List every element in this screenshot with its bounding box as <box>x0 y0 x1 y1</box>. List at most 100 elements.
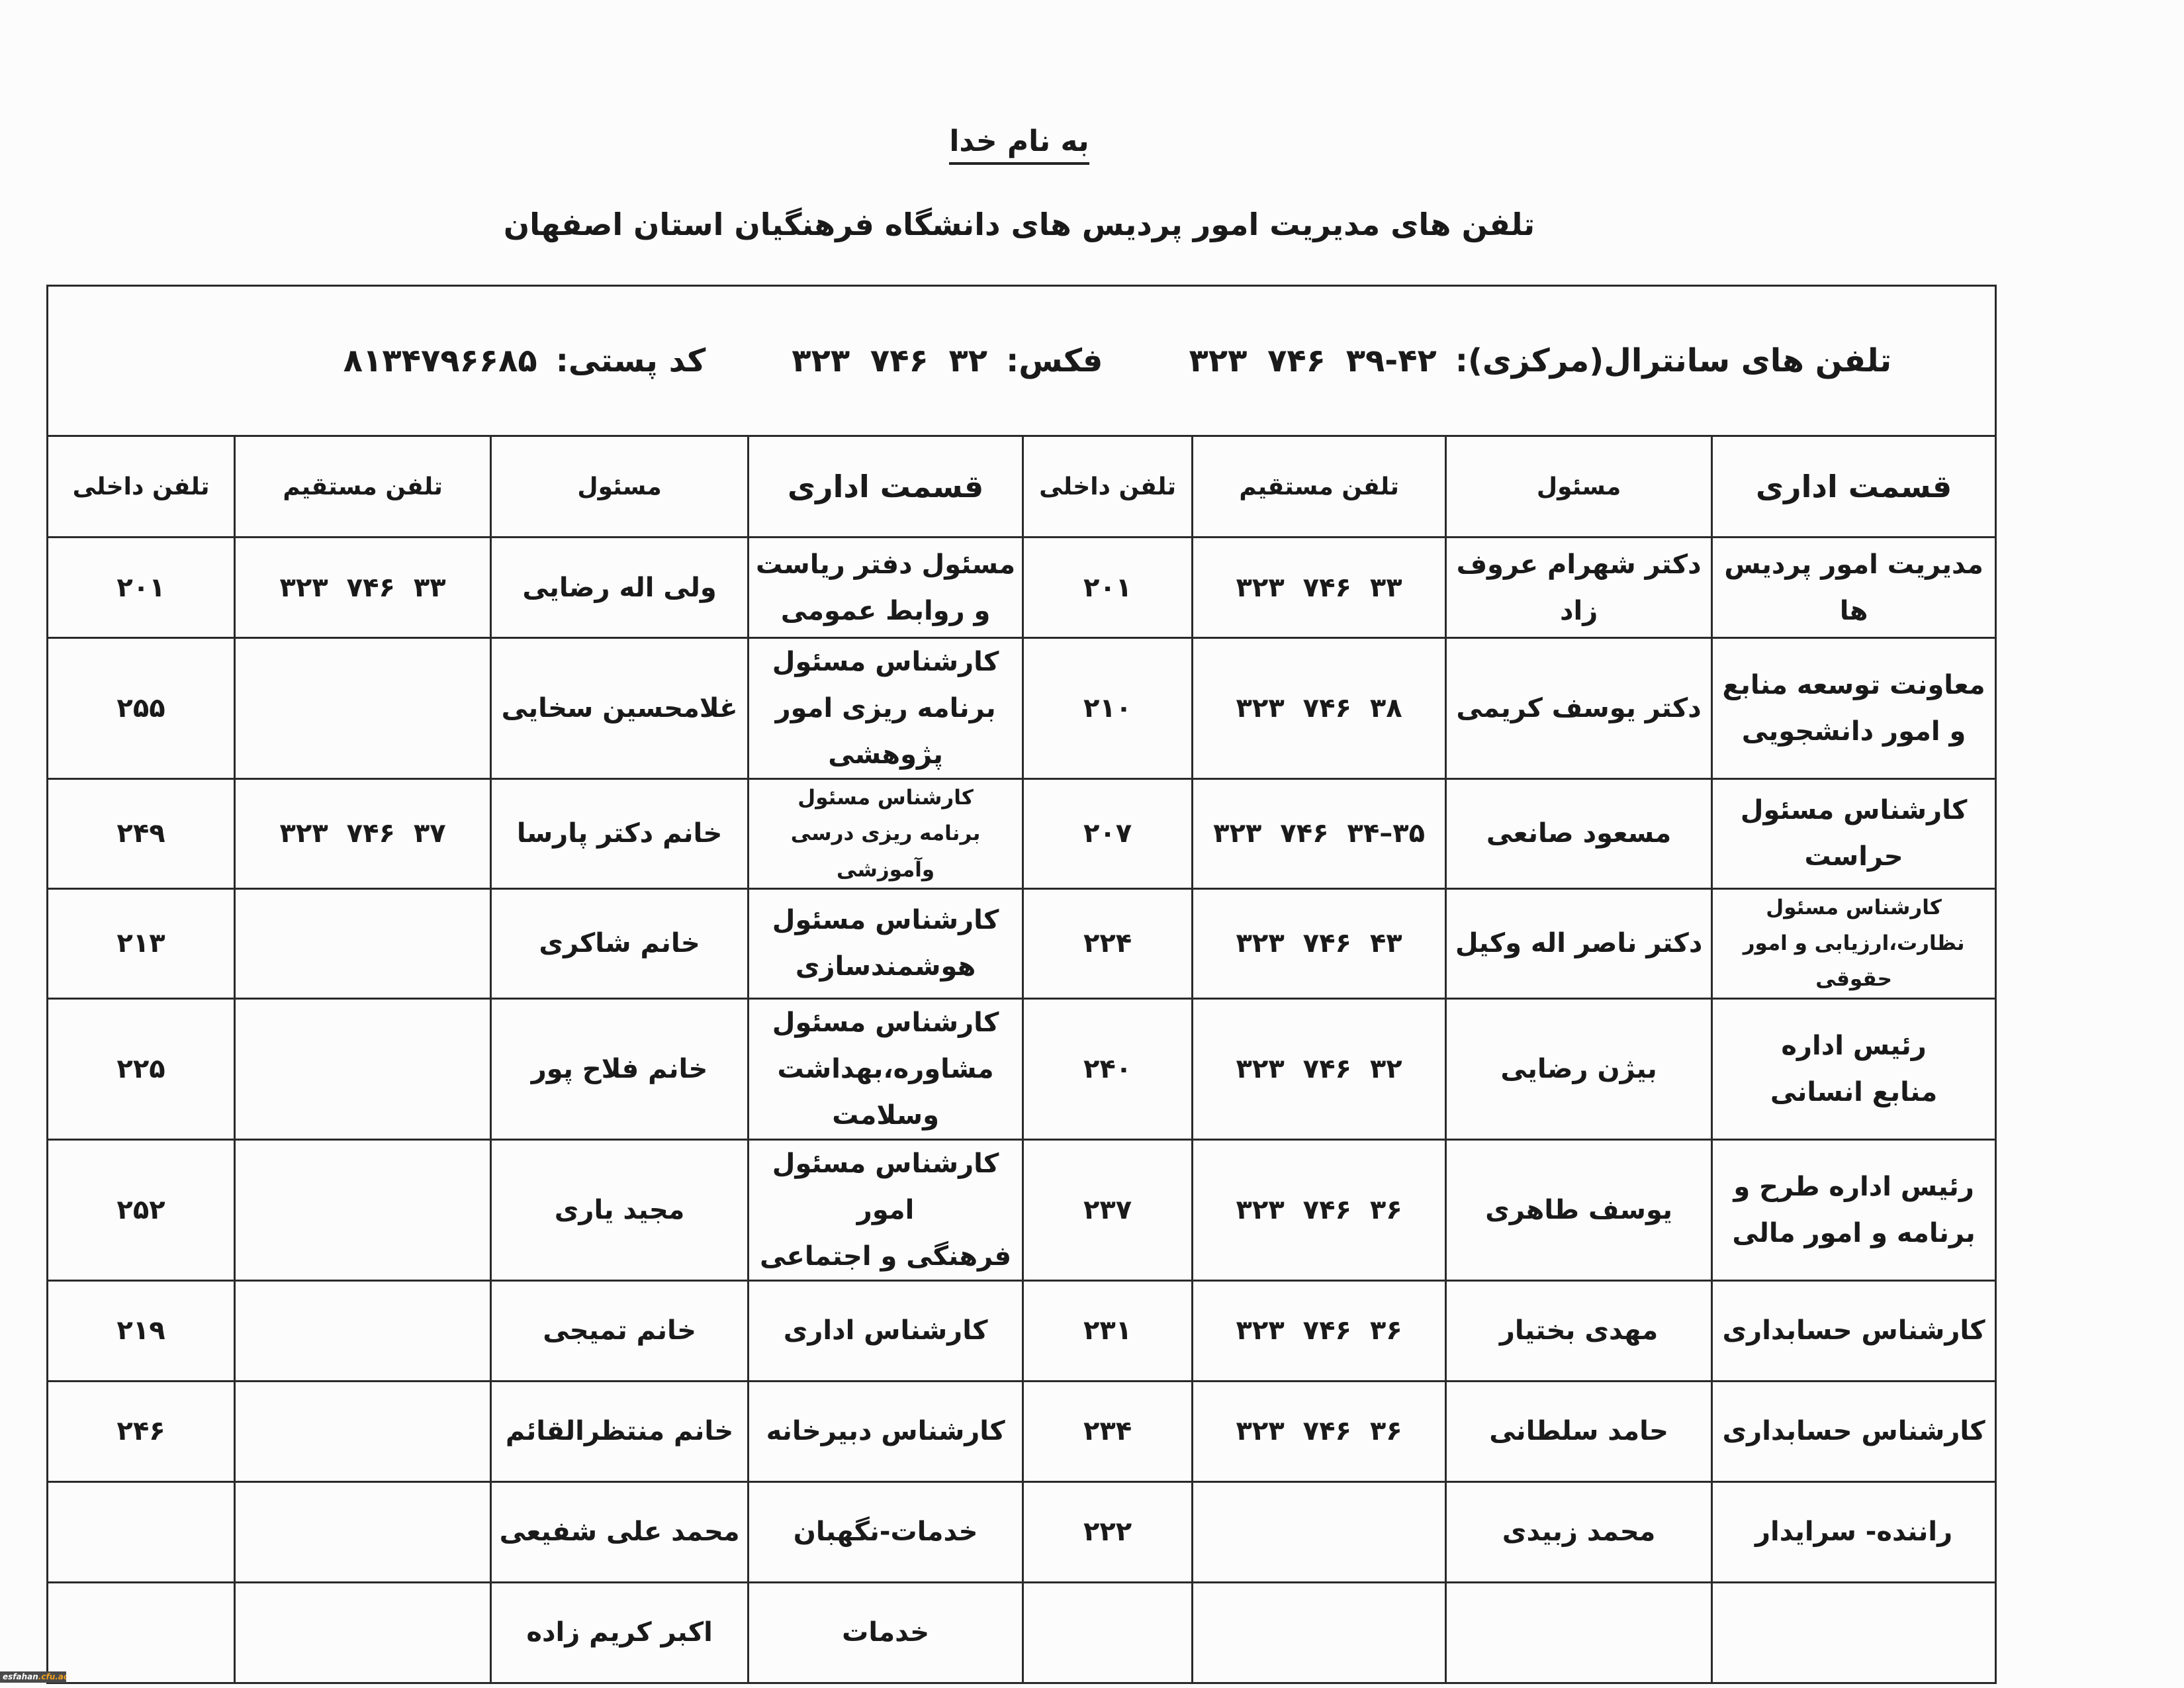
central-phone-label: تلفن های سانترال(مرکزی): <box>1455 342 1892 379</box>
cell-responsible: خانم منتظرالقائم <box>490 1380 750 1483</box>
table-row: کارشناس حسابداری حامد سلطانی ۳۲۳ ۷۴۶ ۳۶ ۲۳۴… <box>46 1380 1997 1483</box>
cell-internal-ext: ۲۴۶ <box>46 1380 236 1483</box>
cell-responsible: مجید یاری <box>490 1138 750 1282</box>
cell-department: معاونت توسعه منابع و امور دانشجویی <box>1711 637 1997 780</box>
cell-department: رئیس اداره طرح و برنامه و امور مالی <box>1711 1138 1997 1282</box>
table-row: کارشناس حسابداری مهدی بختیار ۳۲۳ ۷۴۶ ۳۶ ۲۳۱… <box>46 1279 1997 1382</box>
contact-info-row: تلفن های سانترال(مرکزی): ۳۲۳ ۷۴۶ ۳۹-۴۲ ف… <box>46 285 1997 437</box>
cell-internal-ext: ۲۲۵ <box>46 997 236 1141</box>
cell-department: کارشناس حسابداری <box>1711 1279 1997 1382</box>
cell-internal-ext: ۲۳۱ <box>1022 1279 1194 1382</box>
cell-department: کارشناس مسئول برنامه ریزی درسی وآموزشی <box>747 778 1024 890</box>
cell-department: رئیس اداره منابع انسانی <box>1711 997 1997 1141</box>
postal-code-number: ۸۱۳۴۷۹۶۶۸۵ <box>343 342 537 379</box>
column-header-internal-ext: تلفن داخلی <box>1022 435 1194 538</box>
cell-direct-phone: ۳۲۳ ۷۴۶ ۳۶ <box>1191 1279 1447 1382</box>
cell-internal-ext: ۲۲۲ <box>1022 1480 1194 1583</box>
cell-responsible: مهدی بختیار <box>1445 1279 1713 1382</box>
cell-internal-ext: ۲۵۲ <box>46 1138 236 1282</box>
column-header-department: قسمت اداری <box>1711 435 1997 538</box>
cell-direct-phone: ۳۲۳ ۷۴۶ ۳۶ <box>1191 1380 1447 1483</box>
cell-internal-ext: ۲۱۹ <box>46 1279 236 1382</box>
cell-department: کارشناس مسئول امور فرهنگی و اجتماعی <box>747 1138 1024 1282</box>
phone-number: ۳۲۳ ۷۴۶ ۳۴–۳۵ <box>1213 818 1426 849</box>
phone-number: ۳۲۳ ۷۴۶ ۳۷ <box>279 818 446 849</box>
cell-responsible: حامد سلطانی <box>1445 1380 1713 1483</box>
column-header-internal-ext: تلفن داخلی <box>46 435 236 538</box>
cell-responsible: دکتر یوسف کریمی <box>1445 637 1713 780</box>
cell-internal-ext: ۲۰۷ <box>1022 778 1194 890</box>
cell-internal-ext: ۲۰۱ <box>1022 536 1194 639</box>
cell-responsible: دکتر ناصر اله وکیل <box>1445 887 1713 1000</box>
cell-department: مدیریت امور پردیس ها <box>1711 536 1997 639</box>
cell-direct-phone <box>234 1480 492 1583</box>
cell-direct-phone: ۳۲۳ ۷۴۶ ۳۷ <box>234 778 492 890</box>
column-header-department: قسمت اداری <box>747 435 1024 538</box>
table-row: مدیریت امور پردیس ها دکتر شهرام عروف زاد ۳… <box>46 536 1997 639</box>
cell-department: کارشناس اداری <box>747 1279 1024 1382</box>
cell-department <box>1711 1581 1997 1684</box>
phone-number: ۳۲۳ ۷۴۶ ۳۶ <box>1236 1416 1402 1446</box>
cell-direct-phone: ۳۲۳ ۷۴۶ ۳۶ <box>1191 1138 1447 1282</box>
cell-direct-phone <box>1191 1480 1447 1583</box>
cell-internal-ext: ۲۱۰ <box>1022 637 1194 780</box>
cell-department: کارشناس مسئول برنامه ریزی امور پژوهشی <box>747 637 1024 780</box>
cell-direct-phone: ۳۲۳ ۷۴۶ ۳۳ <box>234 536 492 639</box>
cell-responsible: بیژن رضایی <box>1445 997 1713 1141</box>
column-header-direct-phone: تلفن مستقیم <box>234 435 492 538</box>
central-phone-group: تلفن های سانترال(مرکزی): ۳۲۳ ۷۴۶ ۳۹-۴۲ <box>1189 333 1891 389</box>
cell-direct-phone <box>234 637 492 780</box>
cell-responsible: یوسف طاهری <box>1445 1138 1713 1282</box>
cell-responsible: خانم فلاح پور <box>490 997 750 1141</box>
cell-internal-ext: ۲۴۹ <box>46 778 236 890</box>
phone-number: ۳۲۳ ۷۴۶ ۳۶ <box>1236 1194 1402 1225</box>
cell-responsible: دکتر شهرام عروف زاد <box>1445 536 1713 639</box>
phone-number: ۳۲۳ ۷۴۶ ۴۳ <box>1236 928 1402 959</box>
phone-number: ۳۲۳ ۷۴۶ ۳۲ <box>1236 1053 1402 1084</box>
cell-department: کارشناس دبیرخانه <box>747 1380 1024 1483</box>
contact-info-cell: تلفن های سانترال(مرکزی): ۳۲۳ ۷۴۶ ۳۹-۴۲ ف… <box>46 285 1997 437</box>
table-row: کارشناس مسئول حراست مسعود صانعی ۳۲۳ ۷۴۶ ۳۴… <box>46 778 1997 890</box>
cell-department: کارشناس حسابداری <box>1711 1380 1997 1483</box>
cell-internal-ext <box>46 1480 236 1583</box>
cell-direct-phone: ۳۲۳ ۷۴۶ ۳۲ <box>1191 997 1447 1141</box>
central-phone-number: ۳۲۳ ۷۴۶ ۳۹-۴۲ <box>1189 342 1437 379</box>
table-row: خدمات اکبر کریم زاده <box>46 1581 1997 1684</box>
cell-internal-ext: ۲۲۴ <box>1022 887 1194 1000</box>
cell-direct-phone <box>1191 1581 1447 1684</box>
cell-responsible: ولی اله رضایی <box>490 536 750 639</box>
cell-department: راننده- سرایدار <box>1711 1480 1997 1583</box>
cell-direct-phone <box>234 1581 492 1684</box>
basmala-text: به نام خدا <box>949 124 1089 165</box>
table-row: رئیس اداره منابع انسانی بیژن رضایی ۳۲۳ ۷۴۶… <box>46 997 1997 1141</box>
cell-internal-ext: ۲۳۴ <box>1022 1380 1194 1483</box>
cell-direct-phone <box>234 1138 492 1282</box>
cell-internal-ext: ۲۰۱ <box>46 536 236 639</box>
cell-direct-phone: ۳۲۳ ۷۴۶ ۳۳ <box>1191 536 1447 639</box>
watermark-logo: esfahan.cfu.ac.ir <box>0 1671 66 1683</box>
table-row: رئیس اداره طرح و برنامه و امور مالی یوسف … <box>46 1138 1997 1282</box>
cell-direct-phone <box>234 1279 492 1382</box>
cell-responsible: مسعود صانعی <box>1445 778 1713 890</box>
contact-info-line: تلفن های سانترال(مرکزی): ۳۲۳ ۷۴۶ ۳۹-۴۲ ف… <box>52 333 1991 389</box>
cell-department: خدمات <box>747 1581 1024 1684</box>
cell-internal-ext: ۲۳۷ <box>1022 1138 1194 1282</box>
cell-direct-phone <box>234 997 492 1141</box>
cell-responsible: محمد علی شفیعی <box>490 1480 750 1583</box>
cell-direct-phone: ۳۲۳ ۷۴۶ ۳۸ <box>1191 637 1447 780</box>
phone-directory-table: تلفن های سانترال(مرکزی): ۳۲۳ ۷۴۶ ۳۹-۴۲ ف… <box>46 285 1997 1684</box>
cell-direct-phone <box>234 887 492 1000</box>
table-row: راننده- سرایدار محمد زبیدی ۲۲۲ خدمات-نگهبان… <box>46 1480 1997 1583</box>
cell-department: کارشناس مسئول مشاوره،بهداشت وسلامت <box>747 997 1024 1141</box>
basmala-heading: به نام خدا <box>0 124 2038 165</box>
cell-internal-ext <box>1022 1581 1194 1684</box>
fax-label: فکس: <box>1006 342 1103 379</box>
cell-responsible: خانم شاکری <box>490 887 750 1000</box>
cell-department: مسئول دفتر ریاست و روابط عمومی <box>747 536 1024 639</box>
column-header-responsible: مسئول <box>1445 435 1713 538</box>
cell-direct-phone: ۳۲۳ ۷۴۶ ۴۳ <box>1191 887 1447 1000</box>
phone-number: ۳۲۳ ۷۴۶ ۳۶ <box>1236 1315 1402 1346</box>
column-header-responsible: مسئول <box>490 435 750 538</box>
cell-responsible: خانم دکتر پارسا <box>490 778 750 890</box>
phone-number: ۳۲۳ ۷۴۶ ۳۳ <box>279 572 446 603</box>
